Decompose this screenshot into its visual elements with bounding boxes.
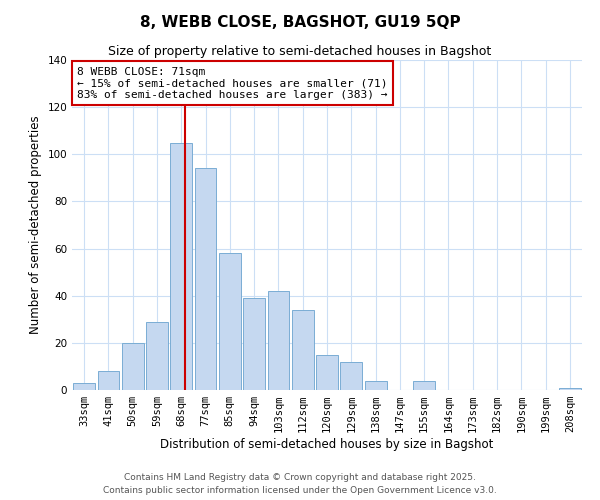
Bar [268,291,289,390]
Text: Contains HM Land Registry data © Crown copyright and database right 2025.
Contai: Contains HM Land Registry data © Crown c… [103,474,497,495]
Bar [559,388,581,390]
Bar [73,383,95,390]
Bar [413,380,435,390]
Bar [365,380,386,390]
Bar [340,362,362,390]
Y-axis label: Number of semi-detached properties: Number of semi-detached properties [29,116,42,334]
Bar [219,254,241,390]
Bar [243,298,265,390]
Text: Size of property relative to semi-detached houses in Bagshot: Size of property relative to semi-detach… [109,45,491,58]
Text: 8, WEBB CLOSE, BAGSHOT, GU19 5QP: 8, WEBB CLOSE, BAGSHOT, GU19 5QP [140,15,460,30]
Bar [122,343,143,390]
X-axis label: Distribution of semi-detached houses by size in Bagshot: Distribution of semi-detached houses by … [160,438,494,451]
Bar [170,142,192,390]
Bar [97,371,119,390]
Bar [316,354,338,390]
Bar [194,168,217,390]
Bar [146,322,168,390]
Bar [292,310,314,390]
Text: 8 WEBB CLOSE: 71sqm
← 15% of semi-detached houses are smaller (71)
83% of semi-d: 8 WEBB CLOSE: 71sqm ← 15% of semi-detach… [77,66,388,100]
